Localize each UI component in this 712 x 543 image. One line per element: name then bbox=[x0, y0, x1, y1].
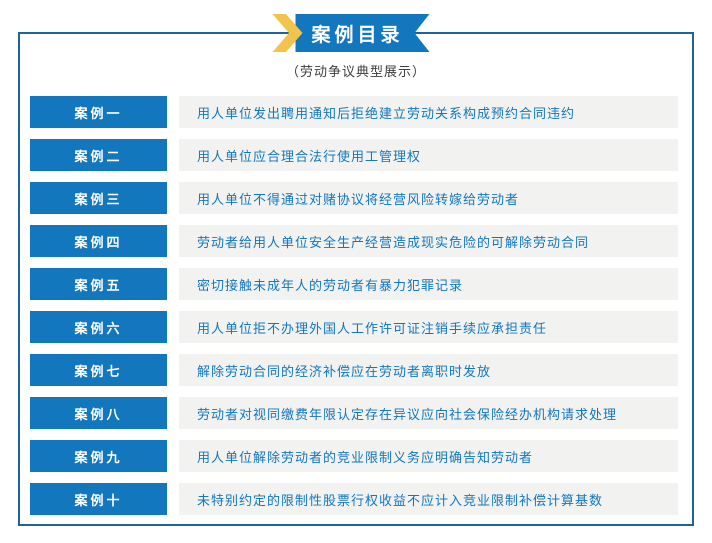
case-title: 用人单位拒不办理外国人工作许可证注销手续应承担责任 bbox=[179, 311, 678, 343]
case-row: 案例六 用人单位拒不办理外国人工作许可证注销手续应承担责任 bbox=[30, 311, 678, 343]
case-title: 解除劳动合同的经济补偿应在劳动者离职时发放 bbox=[179, 354, 678, 386]
case-label: 案例十 bbox=[30, 483, 167, 515]
case-label: 案例一 bbox=[30, 96, 167, 128]
case-label: 案例四 bbox=[30, 225, 167, 257]
case-title: 用人单位解除劳动者的竞业限制义务应明确告知劳动者 bbox=[179, 440, 678, 472]
case-label: 案例三 bbox=[30, 182, 167, 214]
case-label: 案例二 bbox=[30, 139, 167, 171]
case-list: 案例一 用人单位发出聘用通知后拒绝建立劳动关系构成预约合同违约 案例二 用人单位… bbox=[30, 96, 678, 515]
case-label: 案例九 bbox=[30, 440, 167, 472]
case-row: 案例三 用人单位不得通过对赌协议将经营风险转嫁给劳动者 bbox=[30, 182, 678, 214]
banner-ribbon: 案例目录 bbox=[295, 14, 429, 52]
page-title: 案例目录 bbox=[311, 23, 404, 46]
case-title: 用人单位应合理合法行使用工管理权 bbox=[179, 139, 678, 171]
case-label: 案例八 bbox=[30, 397, 167, 429]
case-title: 未特别约定的限制性股票行权收益不应计入竞业限制补偿计算基数 bbox=[179, 483, 678, 515]
case-row: 案例一 用人单位发出聘用通知后拒绝建立劳动关系构成预约合同违约 bbox=[30, 96, 678, 128]
case-title: 用人单位发出聘用通知后拒绝建立劳动关系构成预约合同违约 bbox=[179, 96, 678, 128]
case-row: 案例九 用人单位解除劳动者的竞业限制义务应明确告知劳动者 bbox=[30, 440, 678, 472]
banner: 案例目录 bbox=[272, 14, 429, 52]
case-title: 劳动者对视同缴费年限认定存在异议应向社会保险经办机构请求处理 bbox=[179, 397, 678, 429]
case-title: 劳动者给用人单位安全生产经营造成现实危险的可解除劳动合同 bbox=[179, 225, 678, 257]
case-row: 案例二 用人单位应合理合法行使用工管理权 bbox=[30, 139, 678, 171]
case-row: 案例十 未特别约定的限制性股票行权收益不应计入竞业限制补偿计算基数 bbox=[30, 483, 678, 515]
case-row: 案例七 解除劳动合同的经济补偿应在劳动者离职时发放 bbox=[30, 354, 678, 386]
case-label: 案例五 bbox=[30, 268, 167, 300]
case-row: 案例四 劳动者给用人单位安全生产经营造成现实危险的可解除劳动合同 bbox=[30, 225, 678, 257]
case-label: 案例六 bbox=[30, 311, 167, 343]
case-label: 案例七 bbox=[30, 354, 167, 386]
case-row: 案例八 劳动者对视同缴费年限认定存在异议应向社会保险经办机构请求处理 bbox=[30, 397, 678, 429]
case-title: 用人单位不得通过对赌协议将经营风险转嫁给劳动者 bbox=[179, 182, 678, 214]
case-title: 密切接触未成年人的劳动者有暴力犯罪记录 bbox=[179, 268, 678, 300]
page-subtitle: （劳动争议典型展示） bbox=[285, 65, 426, 80]
case-row: 案例五 密切接触未成年人的劳动者有暴力犯罪记录 bbox=[30, 268, 678, 300]
